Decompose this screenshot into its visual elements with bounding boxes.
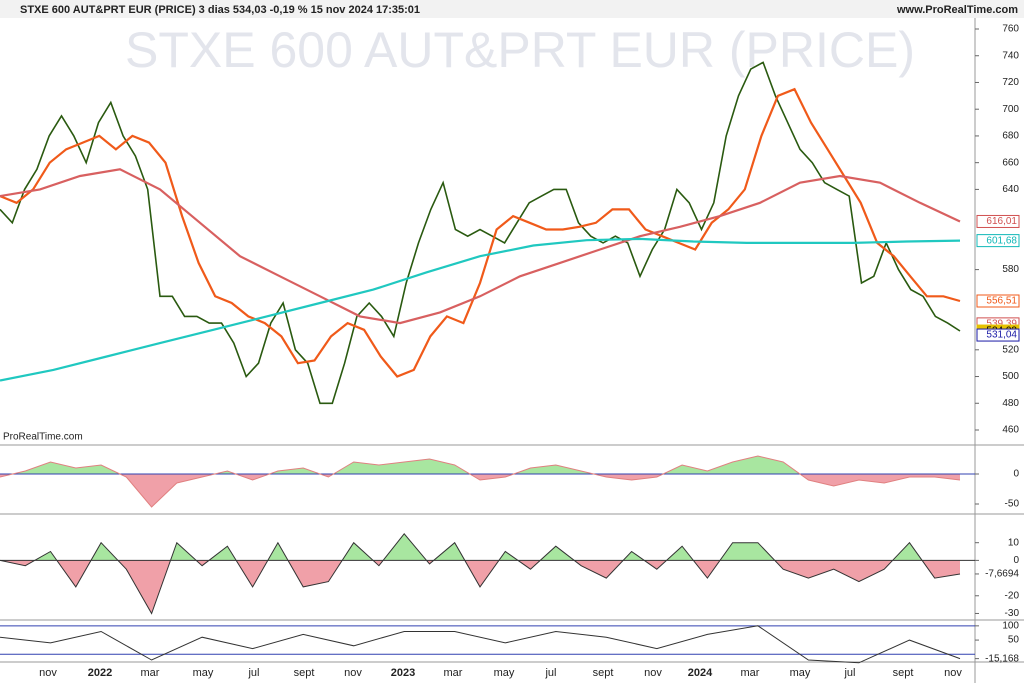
header-title: STXE 600 AUT&PRT EUR (PRICE) 3 dias 534,… [20,4,420,16]
watermark: STXE 600 AUT&PRT EUR (PRICE) [125,22,915,78]
y-tick-label: 520 [1002,344,1019,355]
y-tick-label: 700 [1002,104,1019,115]
header-site: www.ProRealTime.com [896,4,1018,16]
x-tick-label: mar [141,667,160,679]
x-tick-label: mar [741,667,760,679]
x-tick-label: may [790,667,811,679]
y-tick-label: 100 [1002,620,1019,631]
header-bar [0,0,1024,18]
brand: ProRealTime.com [3,432,83,443]
series-line [0,625,961,664]
x-tick-label: mar [444,667,463,679]
x-tick-label: sept [294,667,315,679]
negative-area [0,560,960,614]
y-tick-label: -7,6694 [985,569,1019,580]
y-tick-label: -20 [1005,590,1020,601]
price-tag-label: 539,39 [986,319,1017,330]
x-tick-label: jul [247,667,259,679]
price-tag-label: 601,68 [986,235,1017,246]
y-tick-label: 740 [1002,50,1019,61]
x-tick-label: nov [344,667,362,679]
price-tag [976,234,1020,248]
price-tag [976,294,1020,308]
y-tick-label: 0 [1013,555,1019,566]
x-tick-label: nov [39,667,57,679]
price-tag-label: 556,51 [986,296,1017,307]
oscillator-line [0,533,961,615]
x-tick-label: jul [544,667,556,679]
y-tick-label: 500 [1002,371,1019,382]
price-tag [976,328,1020,342]
y-tick-label: 680 [1002,131,1019,142]
y-tick-label: 50 [1008,635,1020,646]
x-tick-label: sept [593,667,614,679]
positive-area [34,533,923,561]
series-line [0,87,961,378]
y-tick-label: 0 [1013,469,1019,480]
price-tag [976,214,1020,228]
y-tick-label: 660 [1002,157,1019,168]
y-tick-label: 720 [1002,77,1019,88]
x-tick-label: nov [944,667,962,679]
y-tick-label: -50 [1005,499,1020,510]
y-tick-label: 10 [1008,537,1020,548]
series-line [0,61,961,405]
oscillator-line [0,455,961,508]
x-tick-label: may [193,667,214,679]
positive-area [0,456,960,474]
x-tick-label: 2023 [391,667,415,679]
x-tick-label: 2024 [688,667,713,679]
series-line [0,168,961,325]
x-tick-label: sept [893,667,914,679]
x-tick-label: 2022 [88,667,112,679]
y-tick-label: 460 [1002,425,1019,436]
x-tick-label: may [494,667,515,679]
y-tick-label: -30 [1005,608,1020,619]
price-tag-label: 531,04 [986,330,1017,341]
series-line [0,237,961,382]
x-tick-label: jul [843,667,855,679]
price-tag-label: 616,01 [986,216,1017,227]
y-tick-label: 480 [1002,398,1019,409]
x-tick-label: nov [644,667,662,679]
y-tick-label: 760 [1002,24,1019,35]
y-tick-label: -15,168 [985,653,1019,664]
y-tick-label: 640 [1002,184,1019,195]
negative-area [0,474,960,507]
y-tick-label: 580 [1002,264,1019,275]
